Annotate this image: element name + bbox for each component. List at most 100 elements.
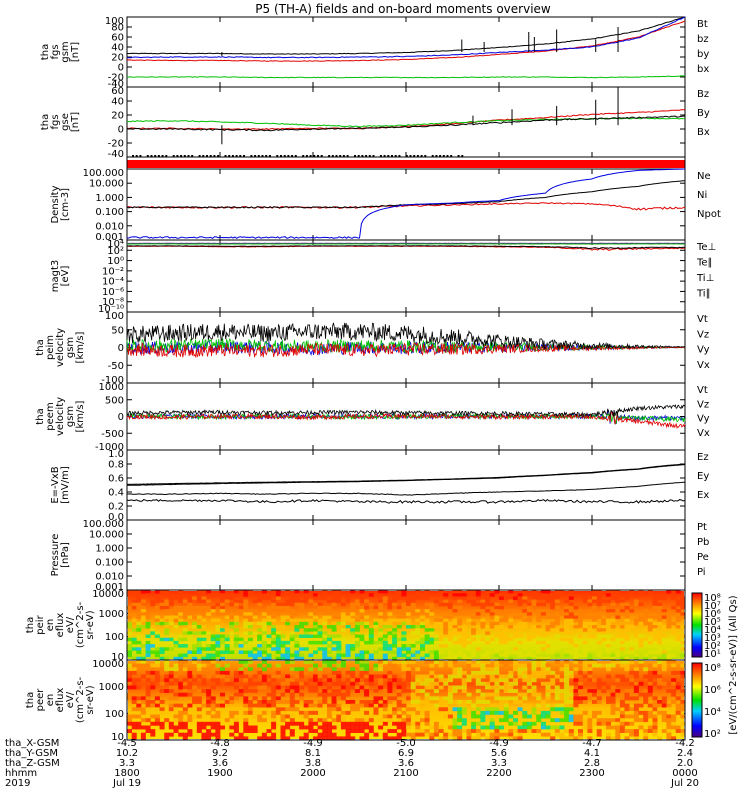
spectrogram-cell [434, 675, 439, 679]
spectrogram-cell [229, 682, 234, 686]
spectrogram-cell [350, 718, 355, 722]
data-flag-dot [421, 155, 423, 157]
spectrogram-cell [676, 590, 681, 594]
spectrogram-cell [271, 726, 276, 730]
spectrogram-cell [350, 686, 355, 690]
spectrogram-cell [569, 606, 574, 610]
spectrogram-cell [443, 622, 448, 626]
spectrogram-cell [611, 707, 616, 711]
spectrogram-cell [648, 729, 653, 733]
spectrogram-cell [267, 654, 272, 658]
spectrogram-cell [653, 729, 658, 733]
spectrogram-cell [169, 689, 174, 693]
spectrogram-cell [639, 619, 644, 623]
spectrogram-cell [378, 682, 383, 686]
spectrogram-cell [555, 667, 560, 671]
spectrogram-cell [397, 647, 402, 651]
spectrogram-cell [215, 651, 220, 655]
spectrogram-cell [564, 689, 569, 693]
spectrogram-cell [476, 596, 481, 600]
spectrogram-cell [318, 678, 323, 682]
spectrogram-cell [397, 678, 402, 682]
spectrogram-cell [355, 654, 360, 658]
spectrogram-cell [253, 609, 258, 613]
spectrogram-cell [536, 641, 541, 645]
spectrogram-cell [197, 707, 202, 711]
spectrogram-cell [643, 641, 648, 645]
spectrogram-cell [192, 647, 197, 651]
spectrogram-cell [136, 600, 141, 604]
spectrogram-cell [467, 664, 472, 668]
spectrogram-cell [508, 682, 513, 686]
spectrogram-cell [267, 616, 272, 620]
spectrogram-cell [471, 622, 476, 626]
spectrogram-cell [294, 644, 299, 648]
spectrogram-cell [155, 707, 160, 711]
spectrogram-cell [425, 704, 430, 708]
spectrogram-cell [285, 647, 290, 651]
spectrogram-cell [383, 660, 388, 664]
spectrogram-cell [169, 707, 174, 711]
spectrogram-cell [346, 616, 351, 620]
spectrogram-cell [192, 696, 197, 700]
spectrogram-cell [508, 596, 513, 600]
spectrogram-cell [480, 638, 485, 642]
spectrogram-cell [332, 635, 337, 639]
spectrogram-cell [597, 596, 602, 600]
spectrogram-cell [313, 675, 318, 679]
spectrogram-cell [355, 689, 360, 693]
spectrogram-cell [183, 654, 188, 658]
spectrogram-cell [485, 625, 490, 629]
spectrogram-cell [183, 718, 188, 722]
spectrogram-cell [601, 718, 606, 722]
spectrogram-cell [522, 654, 527, 658]
spectrogram-cell [415, 704, 420, 708]
spectrogram-cell [290, 682, 295, 686]
spectrogram-cell [555, 606, 560, 610]
spectrogram-cell [271, 704, 276, 708]
spectrogram-cell [155, 675, 160, 679]
spectrogram-cell [164, 660, 169, 664]
spectrogram-cell [313, 641, 318, 645]
colorbar-tick-label: 10¹ [704, 649, 721, 660]
spectrogram-cell [383, 600, 388, 604]
spectrogram-cell [206, 675, 211, 679]
spectrogram-cell [606, 612, 611, 616]
spectrogram-cell [606, 696, 611, 700]
spectrogram-cell [164, 606, 169, 610]
spectrogram-cell [132, 667, 137, 671]
spectrogram-cell [462, 593, 467, 597]
spectrogram-cell [313, 593, 318, 597]
spectrogram-cell [369, 678, 374, 682]
spectrogram-cell [476, 647, 481, 651]
spectrogram-cell [401, 660, 406, 664]
spectrogram-cell [197, 667, 202, 671]
date-start-label: Jul 19 [112, 778, 141, 789]
spectrogram-cell [346, 722, 351, 726]
spectrogram-cell [206, 600, 211, 604]
spectrogram-cell [271, 686, 276, 690]
spectrogram-cell [662, 715, 667, 719]
spectrogram-cell [578, 609, 583, 613]
spectrogram-cell [462, 689, 467, 693]
spectrogram-cell [550, 612, 555, 616]
spectrogram-cell [620, 675, 625, 679]
spectrogram-cell [318, 647, 323, 651]
spectrogram-cell [508, 671, 513, 675]
spectrogram-cell [546, 733, 551, 737]
spectrogram-cell [611, 609, 616, 613]
spectrogram-cell [439, 700, 444, 704]
spectrogram-cell [560, 689, 565, 693]
spectrogram-cell [415, 651, 420, 655]
spectrogram-cell [146, 593, 151, 597]
spectrogram-cell [634, 704, 639, 708]
spectrogram-cell [550, 606, 555, 610]
spectrogram-cell [625, 696, 630, 700]
spectrogram-cell [248, 671, 253, 675]
spectrogram-cell [508, 600, 513, 604]
spectrogram-cell [183, 593, 188, 597]
spectrogram-cell [360, 700, 365, 704]
spectrogram-cell [601, 682, 606, 686]
spectrogram-cell [215, 619, 220, 623]
spectrogram-cell [169, 682, 174, 686]
